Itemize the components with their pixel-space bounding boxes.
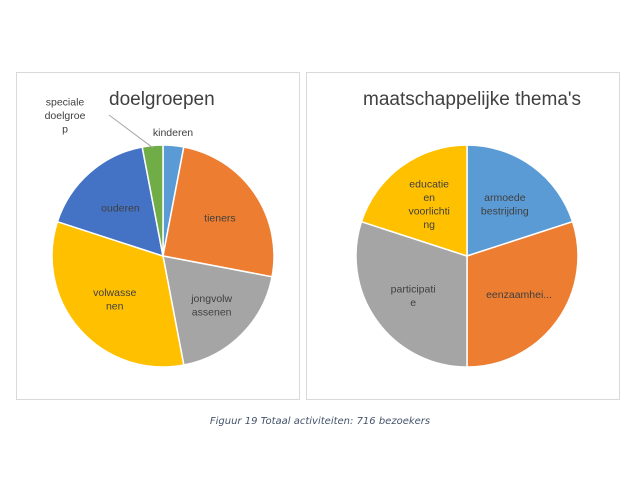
pie-slice-volwassenen: [51, 220, 185, 368]
slice-label-volwassenen: volwasse nen: [93, 287, 136, 313]
pie-maatschappelijke-themas: armoede bestrijding eenzaamhei... participa…: [355, 144, 579, 368]
pie-doelgroepen: kinderen tieners jongvolw assenen volwasse ne…: [45, 97, 275, 368]
pie-slice-participatie: [355, 220, 468, 368]
chart-maatschappelijke-themas: armoede bestrijding eenzaamhei... participa…: [306, 72, 620, 400]
pie-slice-eenzaamhei: [466, 220, 579, 368]
slice-label-speciale-doelgroep: speciale doelgroe p: [45, 97, 86, 136]
pie-slice-armoede-bestrijding: [466, 144, 574, 258]
pie-slice-educatie-en-voorlichting: [360, 144, 468, 258]
slice-label-jongvolwassenen: jongvolw assenen: [190, 293, 232, 319]
figure-caption: Figuur 19 Totaal activiteiten: 716 bezoe…: [209, 416, 431, 427]
pie-slice-speciale-doelgroep: [141, 144, 164, 257]
pie-slice-tieners: [162, 146, 275, 278]
slice-label-ouderen: ouderen: [101, 203, 140, 215]
leader-line-speciale-doelgroep: [108, 114, 154, 149]
pie-slice-jongvolwassenen: [162, 255, 273, 366]
chart-title-themas: maatschappelijke thema's: [363, 89, 582, 110]
slice-label-armoede-bestrijding: armoede bestrijding: [481, 192, 529, 218]
chart-title-doelgroepen: doelgroepen: [109, 89, 215, 110]
slice-label-participatie: participati e: [391, 283, 436, 309]
pie-slice-ouderen: [56, 146, 164, 258]
slice-label-eenzaamhei: eenzaamhei...: [486, 289, 552, 301]
slice-label-tieners: tieners: [204, 212, 236, 224]
slice-label-educatie-en-voorlichting: educatie en voorlichti ng: [408, 179, 449, 231]
slice-label-kinderen: kinderen: [153, 127, 193, 139]
chart-doelgroepen: kinderen tieners jongvolw assenen volwasse ne…: [16, 72, 300, 400]
